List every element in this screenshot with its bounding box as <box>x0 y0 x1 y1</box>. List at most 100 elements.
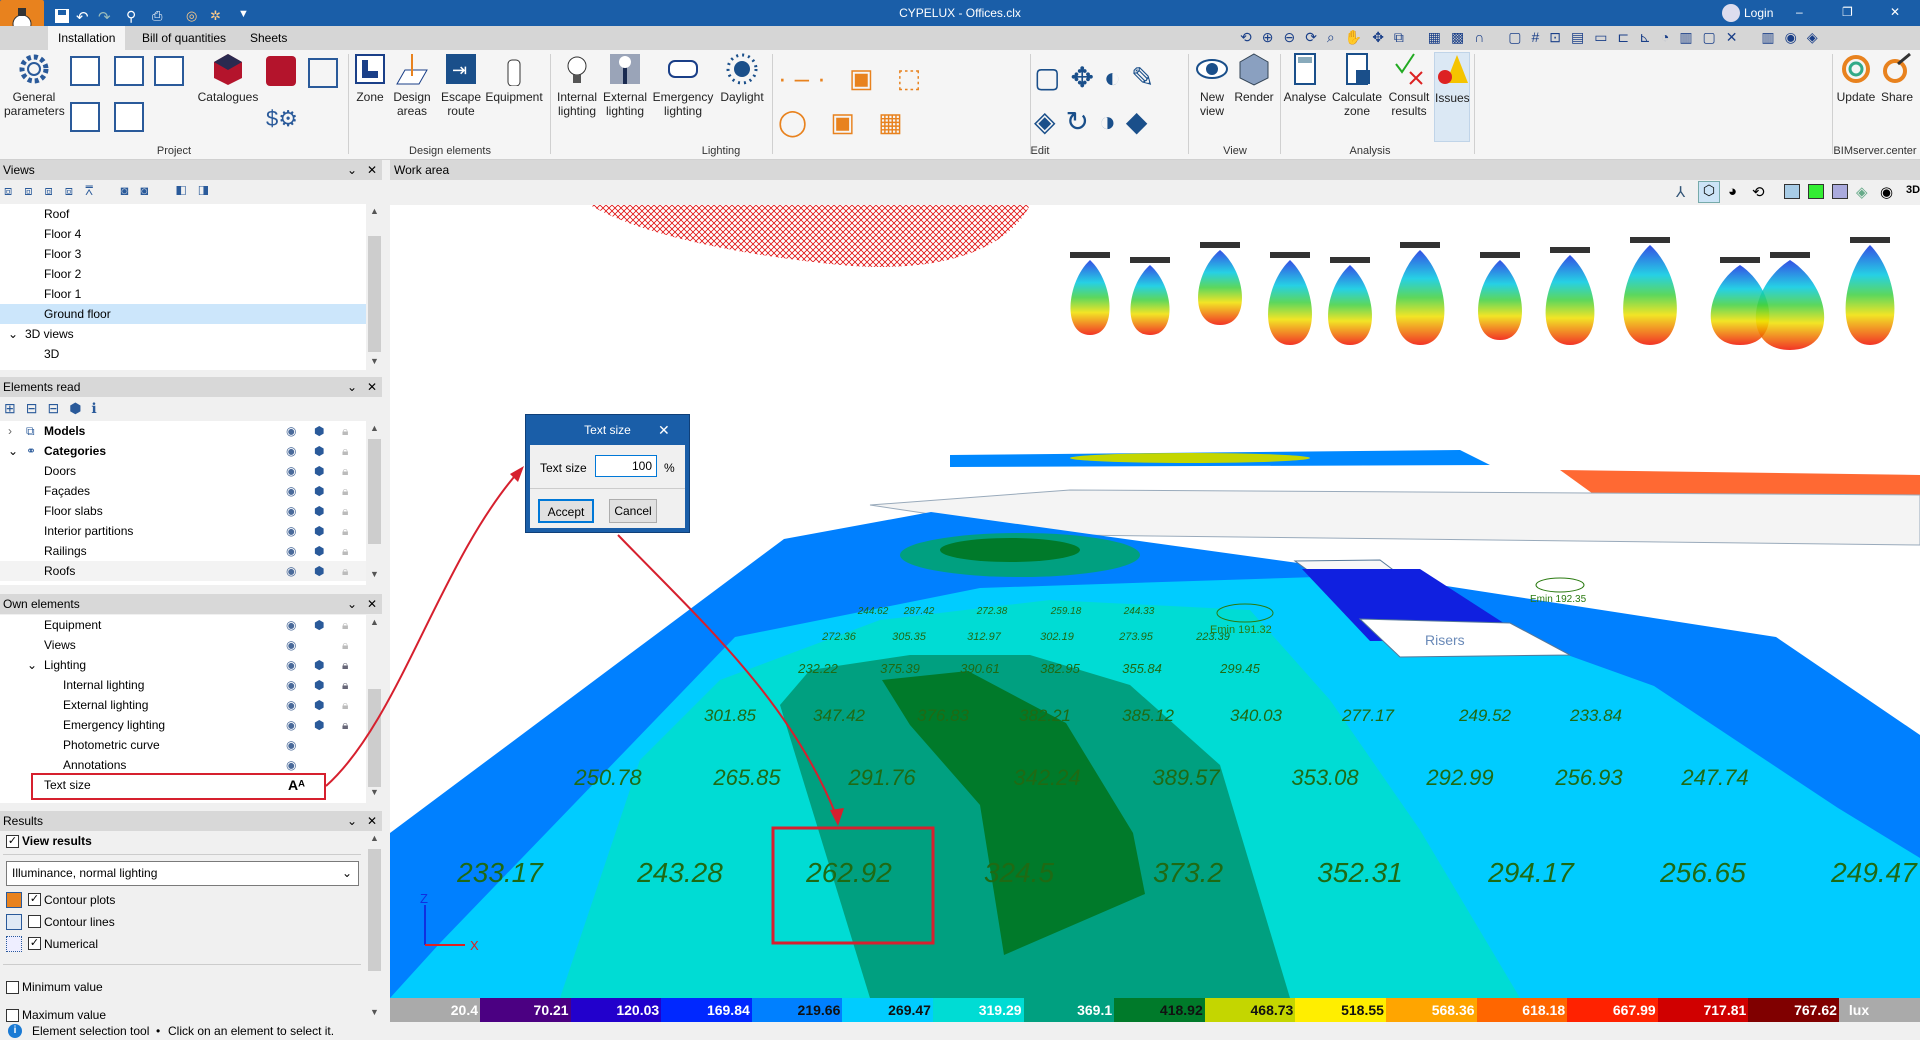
render-button[interactable]: Render <box>1232 52 1276 104</box>
dialog-close-button[interactable]: ✕ <box>658 422 670 438</box>
cube-icon[interactable]: ⬢ <box>314 718 325 732</box>
photometric-curve[interactable] <box>1845 245 1895 345</box>
scroll-up-icon[interactable]: ▲ <box>370 423 379 433</box>
collapse-icon[interactable]: ⌄ <box>346 597 358 611</box>
accept-button[interactable]: Accept <box>538 499 594 523</box>
close-panel-icon[interactable]: ✕ <box>366 380 378 394</box>
eye-icon[interactable]: ◉ <box>286 564 297 578</box>
tree-item-category[interactable]: Interior partitions <box>44 524 134 538</box>
tree-item-category[interactable]: Railings <box>44 544 87 558</box>
cube-icon[interactable]: ⬢ <box>314 544 325 558</box>
eye-icon[interactable]: ◉ <box>286 618 297 632</box>
section-y-icon[interactable] <box>1808 184 1824 199</box>
share-link-icon[interactable]: ✲ <box>210 8 221 23</box>
scroll-thumb[interactable] <box>368 849 381 971</box>
illuminance-3d-scene[interactable]: Risers Emin 191.32 Emin 192.35 244.62 287… <box>390 205 1920 998</box>
edit-tools-group[interactable]: ▢✥◐✎ ◈↻◑◆ <box>1034 62 1165 137</box>
eye-icon[interactable]: ◉ <box>286 544 297 558</box>
eye-icon[interactable]: ◉ <box>286 698 297 712</box>
tree-item-category[interactable]: Façades <box>44 484 91 498</box>
tree-item-models[interactable]: › ⧉ Models <box>0 421 366 441</box>
collapse-icon[interactable]: ⌄ <box>346 163 358 177</box>
3d-settings-icon[interactable]: 3D <box>1906 184 1920 196</box>
view-item-floor-2[interactable]: Floor 2 <box>44 267 82 281</box>
scroll-up-icon[interactable]: ▲ <box>370 833 379 843</box>
lock-icon[interactable]: 🔒︎ <box>342 618 349 632</box>
tree-item-lighting[interactable]: ⌄ Lighting <box>0 655 366 675</box>
luminaire[interactable] <box>1130 257 1170 263</box>
issues-button[interactable]: Issues <box>1434 52 1470 142</box>
views-toolbar[interactable]: ⧈⧈⧈⧈⩞ ◙◙ ◧◨ <box>0 180 382 203</box>
results-scrollbar[interactable]: ▲ ▼ <box>367 831 382 1022</box>
scroll-down-icon[interactable]: ▼ <box>370 569 379 579</box>
restore-button[interactable]: ❐ <box>1842 5 1853 19</box>
layers-icon[interactable]: ◈ <box>1856 184 1868 201</box>
text-size-icon[interactable]: Aᴬ <box>288 777 305 793</box>
cube-icon[interactable]: ⬢ <box>314 658 325 672</box>
tree-item-lighting-child[interactable]: Annotations <box>63 758 127 772</box>
photometric-curve[interactable] <box>1328 265 1372 345</box>
tab-sheets[interactable]: Sheets <box>250 31 288 45</box>
hide-icon[interactable]: ◉ <box>1880 184 1894 201</box>
contour-lines-checkbox[interactable] <box>28 915 41 928</box>
cube-icon[interactable]: ⬢ <box>314 484 325 498</box>
rotate-icon[interactable]: ⟲ <box>1752 184 1765 201</box>
views-scrollbar[interactable]: ▲ ▼ <box>367 204 382 370</box>
cube-icon[interactable]: ⬢ <box>314 618 325 632</box>
equipment-button[interactable]: Equipment <box>484 52 544 104</box>
close-panel-icon[interactable]: ✕ <box>366 597 378 611</box>
lock-icon[interactable]: 🔒︎ <box>342 658 349 672</box>
general-parameters-button[interactable]: General parameters <box>4 52 65 118</box>
lock-icon[interactable]: 🔒︎ <box>342 524 349 538</box>
lock-icon[interactable]: 🔒︎ <box>342 718 349 732</box>
close-panel-icon[interactable]: ✕ <box>366 163 378 177</box>
cube-icon[interactable]: ⬢ <box>314 444 325 458</box>
tree-item-views[interactable]: Views <box>44 638 76 652</box>
tree-item-lighting-child[interactable]: Internal lighting <box>63 678 145 692</box>
eye-icon[interactable]: ◉ <box>286 678 297 692</box>
eye-icon[interactable]: ◉ <box>286 504 297 518</box>
undo-icon[interactable]: ↶ <box>76 9 89 26</box>
calculate-zone-button[interactable]: Calculate zone <box>1330 52 1384 118</box>
lock-icon[interactable]: 🔒︎ <box>342 564 349 578</box>
view-cube-icon[interactable]: ⬡ <box>1698 181 1720 203</box>
cube-icon[interactable]: ⬢ <box>314 524 325 538</box>
cancel-button[interactable]: Cancel <box>609 499 657 523</box>
lock-icon[interactable]: 🔒︎ <box>342 544 349 558</box>
tab-installation[interactable]: Installation <box>48 26 126 50</box>
scroll-up-icon[interactable]: ▲ <box>370 617 379 627</box>
lock-icon[interactable]: 🔒︎ <box>342 444 349 458</box>
update-button[interactable]: Update <box>1834 52 1878 104</box>
lock-icon[interactable]: 🔒︎ <box>342 484 349 498</box>
photometric-curve[interactable] <box>1545 255 1595 345</box>
share-button[interactable]: Share <box>1876 52 1918 104</box>
view-tools-toolbar[interactable]: ⟲⊕⊖⟳⌕✋✥⧉ ▦▩∩ ▢#⊡▤▭⊏⊾◔▥▢✕ ▥◉◈ <box>1240 29 1828 45</box>
scroll-thumb[interactable] <box>368 439 381 544</box>
3d-viewport[interactable]: Risers Emin 191.32 Emin 192.35 244.62 287… <box>390 205 1920 998</box>
catalogue-settings-icon[interactable] <box>266 56 296 86</box>
customize-toolbar-icon[interactable]: ▼ <box>238 8 249 20</box>
section-x-icon[interactable] <box>1784 184 1800 199</box>
tree-item-category[interactable]: Roofs <box>0 561 366 581</box>
luminaire[interactable] <box>1070 252 1110 258</box>
eye-icon[interactable]: ◉ <box>286 444 297 458</box>
chevron-down-icon[interactable]: ⌄ <box>8 444 19 458</box>
numerical-checkbox[interactable]: ✓ <box>28 937 41 950</box>
luminaire[interactable] <box>1480 252 1520 258</box>
maximum-value-checkbox[interactable] <box>6 1009 19 1022</box>
emergency-lighting-button[interactable]: Emergency lighting <box>652 52 714 118</box>
cube-icon[interactable]: ⬢ <box>314 504 325 518</box>
design-areas-button[interactable]: Design areas <box>390 52 434 118</box>
prices-icon[interactable]: $⚙ <box>266 106 298 131</box>
elements-read-toolbar[interactable]: ⊞⊟⊟⬢ℹ <box>0 397 382 420</box>
eye-icon[interactable]: ◉ <box>286 758 297 772</box>
luminaire[interactable] <box>1200 242 1240 248</box>
tree-item-lighting-child[interactable]: Photometric curve <box>63 738 160 752</box>
eye-icon[interactable]: ◉ <box>286 718 297 732</box>
photometric-curve[interactable] <box>1478 260 1522 340</box>
tree-item-lighting-child[interactable]: Emergency lighting <box>63 718 166 732</box>
luminaire[interactable] <box>1850 237 1890 243</box>
photometric-curve[interactable] <box>1710 265 1770 345</box>
text-size-input[interactable] <box>595 455 657 477</box>
analyse-button[interactable]: Analyse <box>1282 52 1328 104</box>
